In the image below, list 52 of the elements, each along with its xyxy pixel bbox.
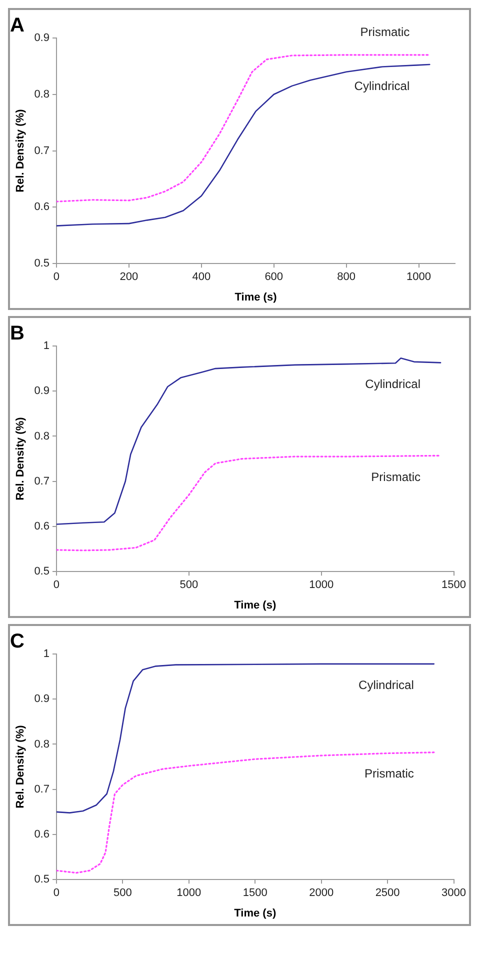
- x-axis-title: Time (s): [234, 599, 276, 612]
- y-tick-label: 0.9: [34, 385, 50, 398]
- y-tick-label: 1: [43, 648, 50, 660]
- y-axis-title: Rel. Density (%): [14, 416, 27, 500]
- chart-title: A: [10, 14, 24, 37]
- x-tick-label: 1500: [442, 579, 466, 592]
- series-label: Cylindrical: [358, 678, 414, 692]
- y-tick-label: 0.9: [34, 693, 50, 706]
- x-tick-label: 2000: [309, 887, 334, 900]
- y-tick-label: 0.6: [34, 520, 50, 533]
- x-tick-label: 0: [53, 271, 60, 284]
- x-tick-label: 1000: [406, 271, 432, 284]
- y-tick-label: 0.8: [34, 430, 50, 442]
- x-tick-label: 1500: [242, 887, 268, 900]
- x-tick-label: 400: [192, 271, 211, 284]
- x-tick-label: 2500: [375, 887, 400, 900]
- x-tick-label: 800: [337, 271, 356, 284]
- x-tick-label: 1000: [309, 579, 334, 592]
- y-tick-label: 0.8: [34, 88, 50, 100]
- x-axis-title: Time (s): [234, 907, 276, 920]
- y-tick-label: 0.6: [34, 828, 50, 841]
- line-series: [56, 54, 430, 202]
- y-axis-title: Rel. Density (%): [14, 724, 27, 808]
- line-series: [56, 752, 435, 874]
- y-tick-label: 0.9: [34, 32, 50, 44]
- series-label: Prismatic: [364, 766, 414, 781]
- x-tick-label: 500: [180, 579, 198, 592]
- x-tick-label: 200: [120, 271, 138, 284]
- series-label: Cylindrical: [365, 377, 421, 392]
- series-label: Prismatic: [360, 25, 410, 40]
- y-tick-label: 0.7: [34, 144, 50, 157]
- y-tick-label: 0.5: [34, 258, 50, 270]
- series-label: Cylindrical: [354, 78, 410, 93]
- x-tick-label: 3000: [442, 887, 466, 900]
- y-tick-label: 0.6: [34, 201, 50, 214]
- y-tick-label: 0.5: [34, 566, 50, 578]
- chart-title: B: [10, 322, 24, 345]
- x-tick-label: 1000: [176, 887, 202, 900]
- x-tick-label: 600: [264, 271, 284, 284]
- y-tick-label: 0.5: [34, 874, 50, 886]
- line-series: [56, 454, 442, 552]
- y-tick-label: 1: [43, 340, 50, 352]
- y-tick-label: 0.8: [34, 738, 50, 750]
- x-axis-title: Time (s): [234, 291, 278, 304]
- y-tick-label: 0.7: [34, 783, 50, 796]
- x-tick-label: 0: [53, 579, 60, 592]
- y-axis-title: Rel. Density (%): [14, 108, 27, 192]
- x-tick-label: 500: [114, 887, 132, 900]
- y-tick-label: 0.7: [34, 475, 50, 488]
- series-label: Prismatic: [371, 470, 421, 484]
- x-tick-label: 0: [53, 887, 60, 900]
- chart-title: C: [10, 630, 24, 653]
